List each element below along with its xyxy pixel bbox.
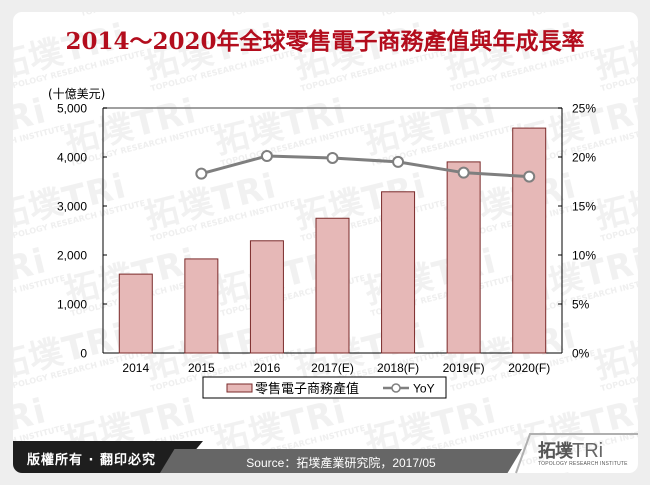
bar xyxy=(184,258,219,354)
bar xyxy=(118,273,153,354)
yoy-marker xyxy=(392,155,405,168)
legend-line-marker xyxy=(391,383,401,393)
left-tick-label: 5,000 xyxy=(57,102,87,116)
yoy-line xyxy=(200,154,530,179)
right-tick-label: 15% xyxy=(572,200,596,214)
tri-logo: 拓墣TRi TOPOLOGY RESEARCH INSTITUTE xyxy=(538,437,633,467)
right-tick-label: 0% xyxy=(572,347,590,361)
legend-bar-label: 零售電子商務產值 xyxy=(255,381,359,397)
bar xyxy=(446,161,481,354)
yoy-marker xyxy=(195,167,208,180)
bar xyxy=(315,217,350,354)
left-tick-label: 1,000 xyxy=(57,298,87,312)
x-tick-label: 2014 xyxy=(122,361,149,375)
left-tick-label: 4,000 xyxy=(57,151,87,165)
x-tick-label: 2016 xyxy=(254,361,281,375)
chart-title: 2014～2020年全球零售電子商務產值與年成長率 xyxy=(65,28,585,55)
bar xyxy=(381,191,416,354)
y-axis-unit-label: (十億美元) xyxy=(48,87,105,101)
right-tick-label: 25% xyxy=(572,102,596,116)
x-tick-label: 2020(F) xyxy=(508,361,550,375)
bar xyxy=(249,240,284,354)
logo-mark: 拓墣TRi xyxy=(538,440,604,462)
x-tick-label: 2019(F) xyxy=(443,361,485,375)
x-tick-label: 2017(E) xyxy=(311,361,354,375)
logo-subtitle: TOPOLOGY RESEARCH INSTITUTE xyxy=(538,461,628,467)
x-tick-label: 2015 xyxy=(188,361,215,375)
right-tick-label: 10% xyxy=(572,249,596,263)
bar xyxy=(512,127,547,354)
copyright-text: 版權所有 · 翻印必究 xyxy=(27,453,156,468)
source-bar: Source：拓墣產業研究院，2017/05 xyxy=(160,449,522,473)
left-tick-label: 2,000 xyxy=(57,249,87,263)
right-tick-label: 20% xyxy=(572,151,596,165)
yoy-marker xyxy=(326,151,339,164)
source-text: Source：拓墣產業研究院，2017/05 xyxy=(246,456,436,470)
legend-box xyxy=(202,376,447,399)
left-tick-label: 0 xyxy=(80,347,87,361)
yoy-marker xyxy=(457,166,470,179)
legend-bar-swatch xyxy=(226,383,253,393)
yoy-marker xyxy=(523,170,536,183)
left-tick-label: 3,000 xyxy=(57,200,87,214)
yoy-marker xyxy=(260,150,273,163)
right-tick-label: 5% xyxy=(572,298,590,312)
x-tick-label: 2018(F) xyxy=(377,361,419,375)
legend-line-label: YoY xyxy=(413,382,435,396)
